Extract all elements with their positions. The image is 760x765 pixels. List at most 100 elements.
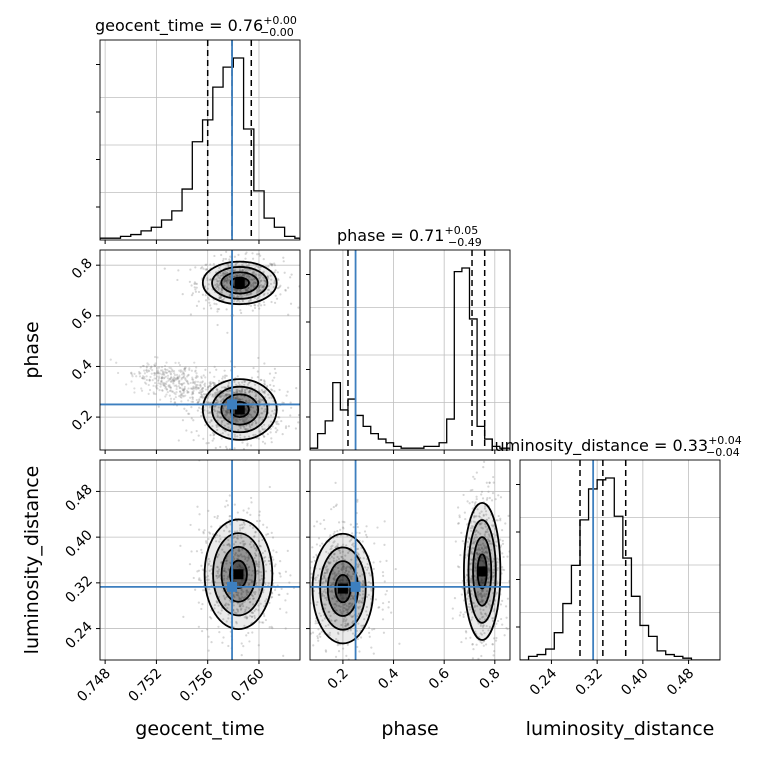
scatter-point — [147, 369, 150, 372]
scatter-point — [183, 367, 186, 370]
scatter-point — [168, 384, 171, 387]
scatter-point — [340, 568, 343, 572]
scatter-point — [332, 505, 335, 509]
scatter-point — [273, 367, 276, 370]
scatter-point — [344, 602, 347, 606]
scatter-point — [237, 253, 240, 256]
scatter-point — [161, 372, 165, 375]
scatter-point — [483, 505, 487, 508]
scatter-point — [250, 611, 253, 614]
scatter-point — [224, 524, 228, 527]
xtick-label-phase: 0.6 — [426, 665, 453, 692]
scatter-point — [211, 533, 215, 536]
scatter-point — [251, 421, 254, 424]
scatter-point — [263, 410, 266, 413]
scatter-point — [217, 625, 220, 628]
scatter-point — [263, 435, 266, 438]
scatter-point — [242, 521, 245, 524]
scatter-point — [237, 594, 240, 597]
scatter-point — [224, 394, 227, 397]
scatter-point — [236, 395, 239, 398]
scatter-point — [173, 401, 176, 404]
scatter-point — [247, 263, 250, 266]
scatter-point — [480, 593, 483, 596]
scatter-point — [333, 579, 336, 582]
scatter-point — [360, 601, 363, 604]
scatter-point — [190, 431, 193, 434]
scatter-point — [351, 621, 354, 624]
hist-bar — [537, 655, 546, 660]
scatter-point — [234, 396, 237, 400]
scatter-point — [469, 489, 472, 492]
scatter-point — [218, 266, 221, 270]
scatter-point — [182, 372, 185, 375]
scatter-point — [250, 292, 253, 295]
scatter-point — [344, 593, 347, 596]
scatter-point — [239, 418, 242, 421]
hist-frame-geocent_time — [99, 39, 301, 241]
scatter-point — [143, 377, 146, 380]
scatter-point — [255, 273, 258, 276]
scatter-point — [480, 556, 483, 559]
scatter-point — [213, 395, 216, 398]
scatter-point — [160, 377, 164, 380]
scatter-point — [507, 514, 510, 517]
scatter-point — [217, 604, 220, 607]
scatter-point — [491, 643, 494, 646]
scatter-point — [457, 522, 460, 525]
scatter-point — [226, 263, 229, 266]
scatter-point — [488, 481, 491, 484]
scatter-point — [466, 545, 470, 549]
scatter-point — [370, 597, 373, 600]
scatter-point — [368, 635, 371, 638]
scatter-point — [248, 390, 251, 393]
scatter-point — [213, 375, 216, 378]
scatter-point — [476, 593, 480, 597]
scatter-point — [273, 271, 276, 274]
scatter-point — [176, 377, 179, 380]
scatter-point — [179, 386, 182, 389]
scatter-point — [240, 389, 243, 392]
scatter-point — [226, 276, 229, 279]
scatter-point — [339, 581, 342, 584]
xtick-label-geocent_time: 0.756 — [177, 665, 217, 705]
scatter-point — [160, 373, 164, 376]
scatter-point — [475, 471, 478, 474]
scatter-point — [163, 384, 166, 388]
scatter-point — [370, 587, 373, 590]
scatter-point — [236, 519, 239, 523]
scatter-point — [243, 273, 246, 276]
scatter-point — [195, 372, 198, 375]
scatter-point — [235, 296, 238, 299]
scatter-point — [344, 569, 348, 572]
scatter-point — [179, 370, 182, 373]
scatter-point — [261, 551, 264, 555]
scatter-point — [247, 275, 250, 278]
scatter-point — [350, 575, 353, 578]
hist-bar — [640, 625, 649, 660]
scatter-point — [249, 299, 252, 302]
scatter-point — [329, 562, 332, 565]
scatter-point — [248, 640, 251, 643]
scatter-point — [251, 390, 254, 394]
scatter-point — [259, 274, 262, 277]
scatter-point — [244, 419, 247, 422]
scatter-point — [237, 397, 240, 400]
scatter-point — [317, 574, 320, 577]
scatter-point — [262, 612, 265, 616]
scatter-point — [153, 363, 156, 367]
scatter-point — [242, 509, 245, 512]
scatter-point — [257, 290, 260, 293]
scatter-point — [217, 287, 220, 290]
scatter-point — [228, 393, 231, 396]
scatter-point — [156, 369, 159, 372]
scatter-point — [168, 389, 172, 393]
scatter-point — [152, 384, 155, 387]
scatter-point — [246, 401, 249, 404]
scatter-point — [206, 278, 209, 282]
scatter-point — [210, 641, 213, 644]
scatter-point — [357, 612, 360, 616]
scatter-point — [244, 615, 247, 618]
grid-2-2 — [520, 460, 720, 660]
scatter-point — [236, 390, 239, 394]
